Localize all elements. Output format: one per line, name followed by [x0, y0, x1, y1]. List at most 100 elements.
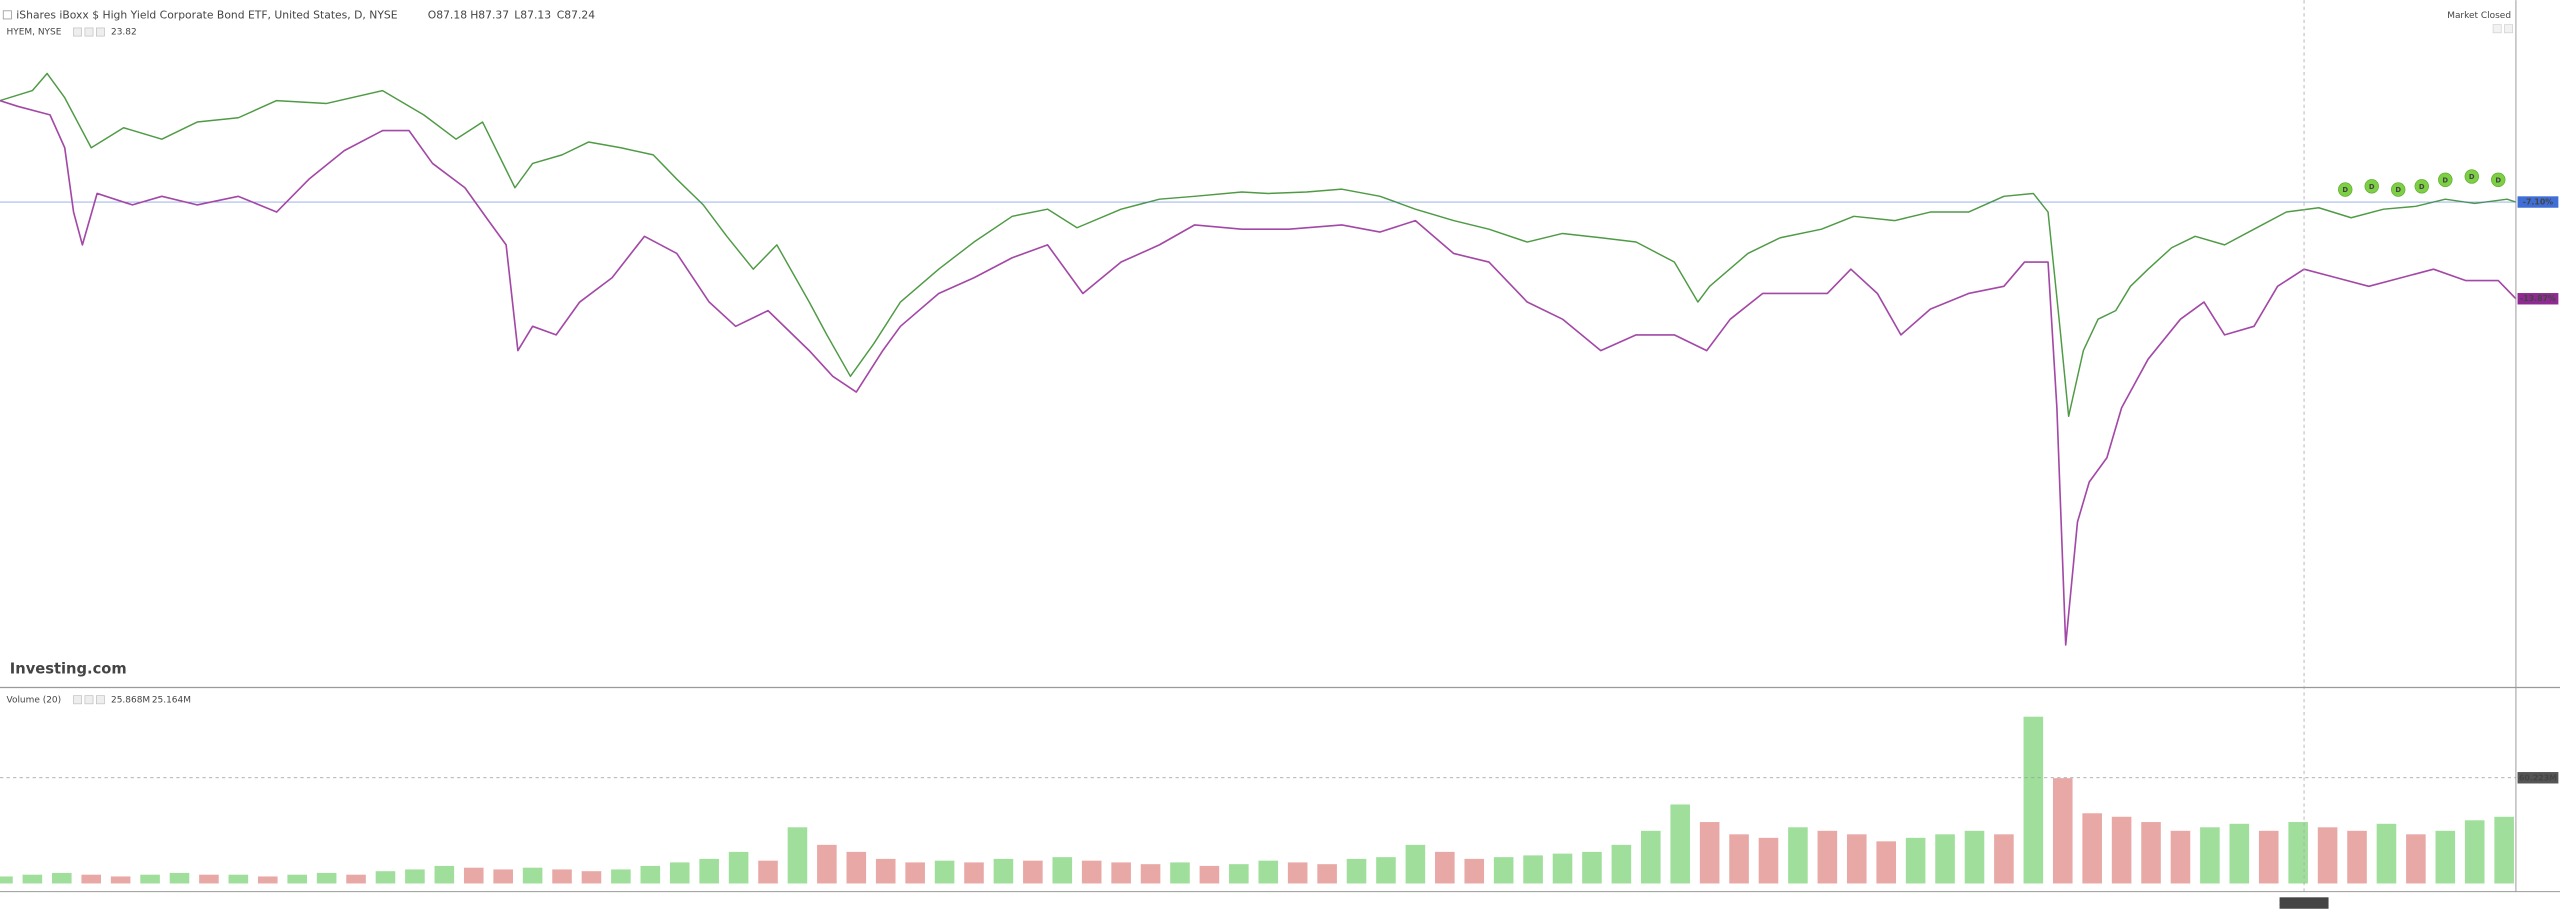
icon[interactable] — [96, 695, 105, 705]
volume-bar — [640, 865, 661, 884]
volume-bar — [875, 858, 896, 884]
dividend-label: D — [2469, 173, 2475, 181]
icon[interactable] — [84, 695, 94, 705]
dividend-label: D — [2395, 186, 2401, 194]
volume-bar — [1905, 837, 1926, 884]
dividend-label: D — [2369, 183, 2375, 191]
volume-bar — [287, 874, 307, 884]
dividend-label: D — [2419, 183, 2425, 191]
icon[interactable] — [96, 27, 105, 37]
last-value-label: -13.87% — [2520, 294, 2556, 303]
volume-bar — [1023, 860, 1043, 884]
volume-bar — [1699, 822, 1720, 884]
volume-bar — [2082, 813, 2102, 884]
volume-bar — [846, 851, 867, 884]
volume-bar — [964, 862, 984, 884]
line-series — [0, 72, 2517, 418]
volume-bar — [2317, 827, 2338, 884]
volume-header: Volume (20) — [7, 695, 105, 705]
volume-bar — [817, 844, 837, 884]
volume-bar — [228, 874, 249, 884]
dividend-marker — [2364, 179, 2379, 194]
dividend-label: D — [2342, 186, 2348, 194]
volume-bar — [1964, 830, 1985, 884]
icon[interactable] — [73, 27, 82, 37]
volume-bar — [1670, 804, 1691, 884]
axes — [0, 0, 2560, 893]
dividend-marker — [2391, 182, 2406, 197]
volume-bar — [1611, 844, 1632, 884]
compare-symbol: HYEM, NYSE — [7, 28, 62, 38]
volume-bar — [1994, 834, 2014, 884]
volume-bar — [1493, 857, 1514, 884]
volume-bar — [1523, 855, 1543, 884]
icon[interactable] — [84, 27, 94, 37]
volume-bar — [728, 851, 749, 884]
collapse-icon[interactable] — [2, 10, 12, 20]
volume-bar — [199, 874, 219, 884]
volume-bar — [1846, 834, 1867, 884]
volume-bar — [1229, 864, 1249, 884]
volume-bar — [2406, 834, 2426, 884]
dividend-marker — [2414, 179, 2429, 194]
volume-bar — [1140, 864, 1161, 884]
volume-title: Volume (20) — [7, 695, 62, 705]
dividend-label: D — [2442, 176, 2448, 184]
plot — [0, 0, 2517, 892]
volume-bar — [669, 862, 690, 884]
volume-bar — [1111, 862, 1131, 884]
volume-bar — [405, 869, 425, 884]
volume-bar — [2141, 822, 2161, 884]
volume-legend-value: 25.868M — [111, 695, 150, 705]
volume-bar — [51, 872, 72, 884]
volume-bar — [1052, 857, 1073, 884]
low: L87.13 — [514, 9, 551, 22]
volume-bar — [581, 871, 602, 884]
volume-bar — [1376, 857, 1396, 884]
volume-bar — [0, 876, 13, 884]
dividend-marker — [2438, 172, 2453, 187]
reference-label: 60.223M — [2519, 773, 2557, 782]
close: C87.24 — [557, 9, 595, 22]
volume-bar — [2464, 820, 2485, 884]
volume-bar — [1405, 844, 1426, 884]
watermark: Investing.com — [10, 661, 127, 678]
labels: -7.10% -13.87% D D D D D D D 60.223M 25.868M 25.164… — [111, 173, 2559, 909]
crosshair-box — [2279, 897, 2329, 909]
volume-bar — [110, 876, 131, 884]
volume-bar — [787, 827, 808, 884]
volume-bar — [2170, 830, 2191, 884]
volume-bar — [522, 867, 543, 884]
volume-bar — [2052, 778, 2073, 884]
volume-bar — [2023, 716, 2044, 884]
volume-bar — [611, 869, 631, 884]
volume-bar — [2376, 823, 2397, 884]
volume-bar — [1788, 827, 1808, 884]
icon[interactable] — [73, 695, 82, 705]
volume-bar — [699, 858, 719, 884]
volume-bar — [1817, 830, 1838, 884]
volume-bar — [1640, 830, 1661, 884]
volume-bar — [1199, 865, 1220, 884]
last-value-box — [2517, 293, 2559, 305]
icon[interactable] — [2492, 24, 2502, 34]
icon[interactable] — [2504, 24, 2513, 34]
volume-bar — [1464, 858, 1485, 884]
volume-legend-value: 25.164M — [152, 695, 191, 705]
volume-bar — [1582, 851, 1602, 884]
volume-bar — [463, 867, 484, 884]
volume-bar — [2229, 823, 2250, 884]
volume-bar — [2494, 816, 2514, 884]
volume-bar — [1435, 851, 1455, 884]
volume-bar — [493, 869, 513, 884]
dividend-marker — [2491, 172, 2506, 187]
volume-bar — [2200, 827, 2220, 884]
reference-box — [2517, 772, 2559, 784]
volume-bar — [346, 874, 366, 884]
volume-bar — [1346, 858, 1367, 884]
last-value-label: -7.10% — [2523, 198, 2554, 207]
volume-bar — [257, 876, 278, 884]
